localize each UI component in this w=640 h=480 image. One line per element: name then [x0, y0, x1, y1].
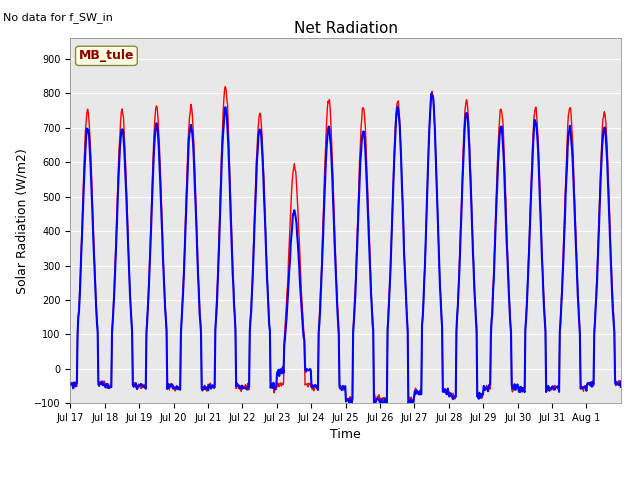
- RNet_tule: [131, 384, 139, 389]
- RNet_wat: [232, 384, 240, 389]
- Text: MB_tule: MB_tule: [79, 49, 134, 62]
- X-axis label: Time: Time: [330, 429, 361, 442]
- Title: Net Radiation: Net Radiation: [294, 21, 397, 36]
- Text: No data for f_SW_in: No data for f_SW_in: [3, 12, 113, 23]
- RNet_wat: [260, 176, 268, 182]
- RNet_wat: [280, 343, 288, 348]
- RNet_tule: [260, 180, 268, 186]
- RNet_tule: [281, 324, 289, 330]
- RNet_tule: [67, 381, 74, 387]
- RNet_wat: [403, 300, 410, 305]
- RNet_wat: [617, 384, 625, 390]
- RNet_wat: [406, 402, 413, 408]
- RNet_wat: [67, 383, 74, 388]
- Line: RNet_wat: RNet_wat: [70, 94, 621, 405]
- RNet_tule: [410, 404, 417, 409]
- RNet_wat: [435, 240, 442, 246]
- RNet_tule: [617, 382, 625, 387]
- RNet_tule: [403, 314, 411, 320]
- RNet_wat: [131, 382, 139, 388]
- Y-axis label: Solar Radiation (W/m2): Solar Radiation (W/m2): [15, 148, 29, 294]
- Line: RNet_tule: RNet_tule: [70, 86, 621, 407]
- RNet_wat: [428, 91, 435, 96]
- RNet_tule: [435, 240, 442, 246]
- RNet_tule: [221, 84, 229, 89]
- RNet_tule: [233, 381, 241, 387]
